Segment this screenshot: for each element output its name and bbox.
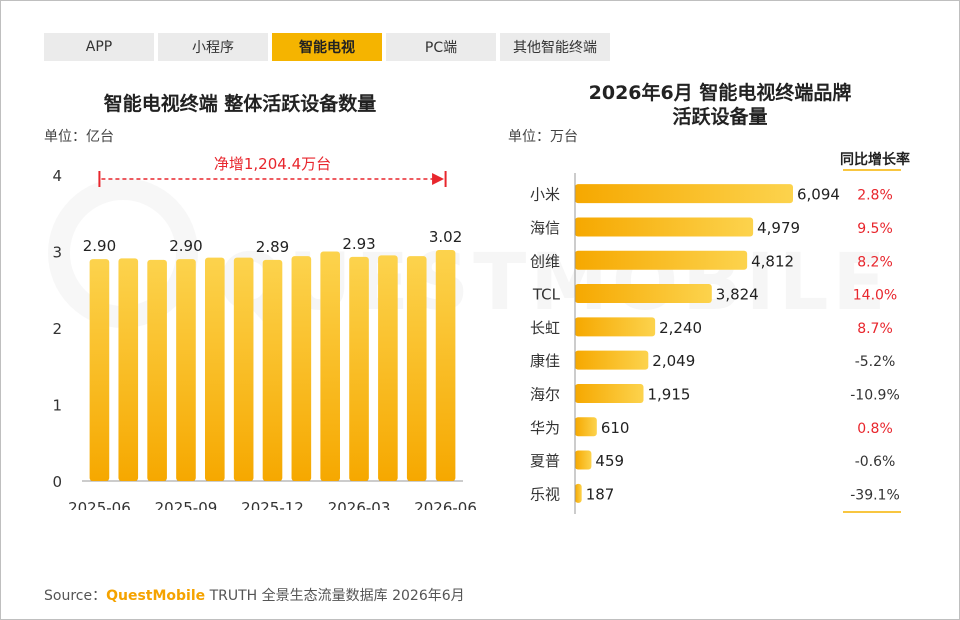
- annotation-label: 净增1,204.4万台: [214, 155, 331, 173]
- bar-长虹: [575, 317, 656, 337]
- source-suffix: TRUTH 全景生态流量数据库 2026年6月: [205, 588, 465, 604]
- bar-2026-01: [291, 256, 312, 481]
- growth-rate: -39.1%: [850, 487, 900, 503]
- x-tick-label: 2025-09: [155, 499, 218, 510]
- brand-label: 乐视: [530, 485, 560, 503]
- bar-2026-06: [435, 249, 456, 481]
- x-tick-label: 2025-12: [241, 499, 304, 510]
- bar-value-label: 2,240: [659, 319, 702, 337]
- growth-rate: 14.0%: [853, 288, 897, 304]
- brand-label: 长虹: [530, 319, 560, 337]
- bar-创维: [575, 250, 748, 270]
- right-title-line1: 2026年6月 智能电视终端品牌: [588, 82, 852, 104]
- bar-value-label: 1,915: [648, 385, 691, 403]
- brand-label: TCL: [532, 286, 561, 304]
- tab-other-devices[interactable]: 其他智能终端: [500, 33, 610, 61]
- bar-2025-11: [233, 257, 254, 481]
- right-unit-label: 单位：万台: [508, 129, 578, 145]
- bar-value-label: 610: [601, 419, 630, 437]
- bar-2026-03: [349, 256, 369, 481]
- growth-rate: 0.8%: [857, 421, 893, 437]
- right-chart-title: 2026年6月 智能电视终端品牌 活跃设备量: [560, 81, 880, 129]
- brand-label: 小米: [530, 186, 560, 204]
- bar-2025-12: [262, 259, 283, 481]
- tab-mini-program[interactable]: 小程序: [158, 33, 268, 61]
- bar-value-label: 6,094: [797, 186, 840, 204]
- tab-pc[interactable]: PC端: [386, 33, 496, 61]
- tab-app[interactable]: APP: [44, 33, 154, 61]
- left-bar-chart: 0 1 2 3 4 2.90 2025-06 2.90 2025-09 2.89 2025-12 2.…: [52, 155, 477, 510]
- growth-rate: 9.5%: [857, 221, 893, 237]
- bar-海信: [575, 217, 754, 237]
- bar-2025-07: [118, 258, 139, 481]
- bar-乐视: [575, 483, 582, 503]
- bar-value-label: 2,049: [652, 352, 695, 370]
- bar-2026-05: [406, 256, 427, 481]
- bar-value-label: 2.90: [169, 237, 202, 255]
- growth-rate: 8.2%: [857, 254, 893, 270]
- source-brand: QuestMobile: [106, 588, 206, 604]
- x-tick-label: 2026-03: [328, 499, 391, 510]
- x-tick-label: 2025-06: [68, 499, 131, 510]
- bar-2025-10: [205, 257, 225, 481]
- growth-rate: -5.2%: [855, 354, 896, 370]
- source-note: Source：QuestMobile TRUTH 全景生态流量数据库 2026年…: [44, 585, 465, 605]
- bar-value-label: 2.90: [83, 237, 116, 255]
- bar-华为: [575, 417, 597, 437]
- bar-康佳: [575, 350, 649, 370]
- bar-夏普: [575, 450, 592, 470]
- brand-label: 创维: [530, 252, 560, 270]
- brand-label: 海尔: [530, 385, 560, 403]
- bar-小米: [575, 184, 793, 204]
- growth-rate: -10.9%: [850, 387, 900, 403]
- brand-label: 华为: [530, 419, 560, 437]
- y-tick-label: 4: [52, 167, 62, 185]
- bar-value-label: 459: [595, 452, 624, 470]
- bar-value-label: 3,824: [716, 286, 759, 304]
- category-tabs: APP 小程序 智能电视 PC端 其他智能终端: [44, 33, 610, 61]
- y-tick-label: 0: [52, 473, 62, 491]
- y-tick-label: 3: [52, 244, 62, 262]
- bar-2025-06: [89, 259, 110, 481]
- bar-value-label: 187: [586, 485, 615, 503]
- brand-label: 康佳: [530, 352, 560, 370]
- left-chart-title: 智能电视终端 整体活跃设备数量: [103, 93, 377, 115]
- growth-header: 同比增长率: [840, 151, 910, 168]
- growth-rate: 8.7%: [857, 321, 893, 337]
- bar-2025-09: [176, 259, 196, 481]
- bar-2026-04: [378, 255, 398, 481]
- right-title-line2: 活跃设备量: [672, 106, 768, 128]
- bar-2025-08: [147, 259, 167, 481]
- bar-海尔: [575, 383, 644, 403]
- brand-label: 海信: [530, 219, 560, 237]
- bar-value-label: 4,812: [751, 252, 794, 270]
- tab-smart-tv[interactable]: 智能电视: [272, 33, 382, 61]
- brand-label: 夏普: [530, 452, 560, 470]
- growth-rate: 2.8%: [857, 188, 893, 204]
- bar-2026-02: [320, 251, 340, 481]
- bar-value-label: 4,979: [757, 219, 800, 237]
- growth-rate: -0.6%: [855, 454, 896, 470]
- left-unit-label: 单位：亿台: [44, 129, 114, 145]
- y-tick-label: 2: [52, 320, 62, 338]
- x-tick-label: 2026-06: [414, 499, 477, 510]
- bar-value-label: 2.93: [342, 235, 375, 253]
- bar-value-label: 2.89: [256, 238, 289, 256]
- bar-TCL: [575, 284, 712, 304]
- y-tick-label: 1: [52, 397, 62, 415]
- bar-value-label: 3.02: [429, 228, 462, 246]
- source-prefix: Source：: [44, 588, 107, 604]
